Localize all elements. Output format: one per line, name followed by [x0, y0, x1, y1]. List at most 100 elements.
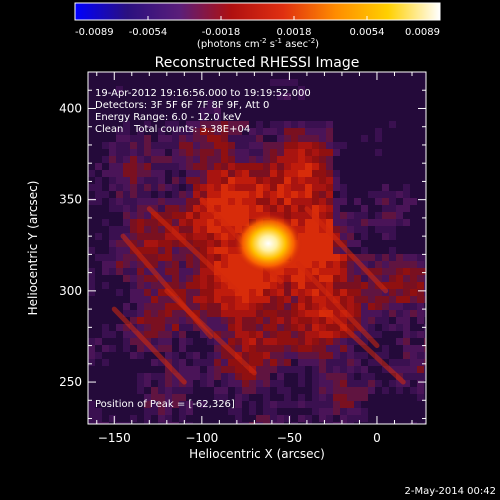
heatmap-cell	[235, 422, 243, 424]
chart-title: Reconstructed RHESSI Image	[155, 55, 360, 71]
heatmap-cell	[354, 303, 362, 311]
heatmap-cell	[347, 114, 355, 122]
colorbar-ticks: -0.0089 -0.0054 -0.0018 0.0018 0.0054 0.0089	[74, 16, 441, 38]
heatmap-cell	[235, 366, 243, 374]
heatmap-cell	[144, 373, 152, 381]
heatmap-cell	[165, 233, 173, 241]
heatmap-cell	[403, 72, 411, 80]
heatmap-cell	[158, 366, 166, 374]
heatmap-cell	[319, 114, 327, 122]
heatmap-cell	[214, 114, 222, 122]
heatmap-cell	[88, 107, 96, 115]
heatmap-cell	[200, 289, 208, 297]
heatmap-cell	[242, 415, 250, 423]
heatmap-cell	[249, 408, 257, 416]
y-tick-label: 300	[59, 284, 82, 298]
heatmap-cell	[291, 142, 299, 150]
heatmap-cell	[200, 177, 208, 185]
heatmap-cell	[354, 135, 362, 143]
heatmap-cell	[221, 128, 229, 136]
heatmap-cell	[165, 121, 173, 129]
heatmap-cell	[277, 170, 285, 178]
heatmap-cell	[375, 86, 383, 94]
heatmap-cell	[347, 247, 355, 255]
heatmap-cell	[368, 219, 376, 227]
heatmap-cell	[270, 324, 278, 332]
heatmap-cell	[123, 86, 131, 94]
heatmap-cell	[361, 107, 369, 115]
heatmap-cell	[158, 198, 166, 206]
heatmap-cell	[109, 121, 117, 129]
heatmap-cell	[361, 226, 369, 234]
heatmap-cell	[109, 205, 117, 213]
heatmap-cell	[270, 184, 278, 192]
heatmap-cell	[389, 156, 397, 164]
heatmap-cell	[144, 135, 152, 143]
heatmap-cell	[207, 380, 215, 388]
heatmap-cell	[116, 338, 124, 346]
heatmap-cell	[396, 107, 404, 115]
heatmap-cell	[305, 93, 313, 101]
heatmap-cell	[179, 184, 187, 192]
heatmap-cell	[123, 128, 131, 136]
heatmap-cell	[403, 366, 411, 374]
heatmap-cell	[396, 352, 404, 360]
heatmap-cell	[165, 324, 173, 332]
heatmap-cell	[116, 408, 124, 416]
heatmap-cell	[389, 135, 397, 143]
heatmap-cell	[277, 79, 285, 87]
heatmap-cell	[88, 121, 96, 129]
heatmap-cell	[256, 114, 264, 122]
heatmap-cell	[347, 226, 355, 234]
heatmap-cell	[389, 422, 397, 424]
heatmap-cell	[417, 275, 425, 283]
heatmap-cell	[172, 422, 180, 424]
heatmap-cell	[207, 156, 215, 164]
heatmap-cell	[347, 240, 355, 248]
heatmap-cell	[95, 422, 103, 424]
heatmap-cell	[214, 261, 222, 269]
heatmap-cell	[291, 394, 299, 402]
heatmap-cell	[137, 317, 145, 325]
heatmap-cell	[242, 268, 250, 276]
heatmap-cell	[88, 191, 96, 199]
heatmap-cell	[165, 149, 173, 157]
heatmap-cell	[256, 191, 264, 199]
heatmap-cell	[130, 352, 138, 360]
heatmap-cell	[109, 219, 117, 227]
heatmap-cell	[291, 184, 299, 192]
heatmap-cell	[368, 128, 376, 136]
heatmap-cell	[319, 338, 327, 346]
heatmap-cell	[179, 324, 187, 332]
heatmap-cell	[410, 184, 418, 192]
heatmap-cell	[263, 408, 271, 416]
heatmap-cell	[291, 422, 299, 424]
heatmap-cell	[130, 184, 138, 192]
heatmap-cell	[417, 86, 425, 94]
heatmap-cell	[207, 100, 215, 108]
heatmap-cell	[151, 163, 159, 171]
heatmap-cell	[214, 275, 222, 283]
heatmap-cell	[151, 107, 159, 115]
heatmap-cell	[375, 128, 383, 136]
heatmap-cell	[130, 86, 138, 94]
heatmap-cell	[354, 93, 362, 101]
heatmap-cell	[389, 191, 397, 199]
heatmap-cell	[158, 359, 166, 367]
heatmap-cell	[221, 177, 229, 185]
heatmap-cell	[186, 149, 194, 157]
heatmap-cell	[228, 359, 236, 367]
heatmap-cell	[298, 338, 306, 346]
heatmap-cell	[200, 107, 208, 115]
heatmap-cell	[165, 415, 173, 423]
heatmap-cell	[291, 135, 299, 143]
heatmap-cell	[368, 282, 376, 290]
heatmap-cell	[396, 247, 404, 255]
heatmap-cell	[333, 156, 341, 164]
heatmap-cell	[130, 149, 138, 157]
heatmap-cell	[88, 114, 96, 122]
heatmap-cell	[340, 198, 348, 206]
emission-streak	[321, 306, 406, 385]
heatmap-cell	[172, 114, 180, 122]
heatmap-cell	[424, 345, 426, 353]
